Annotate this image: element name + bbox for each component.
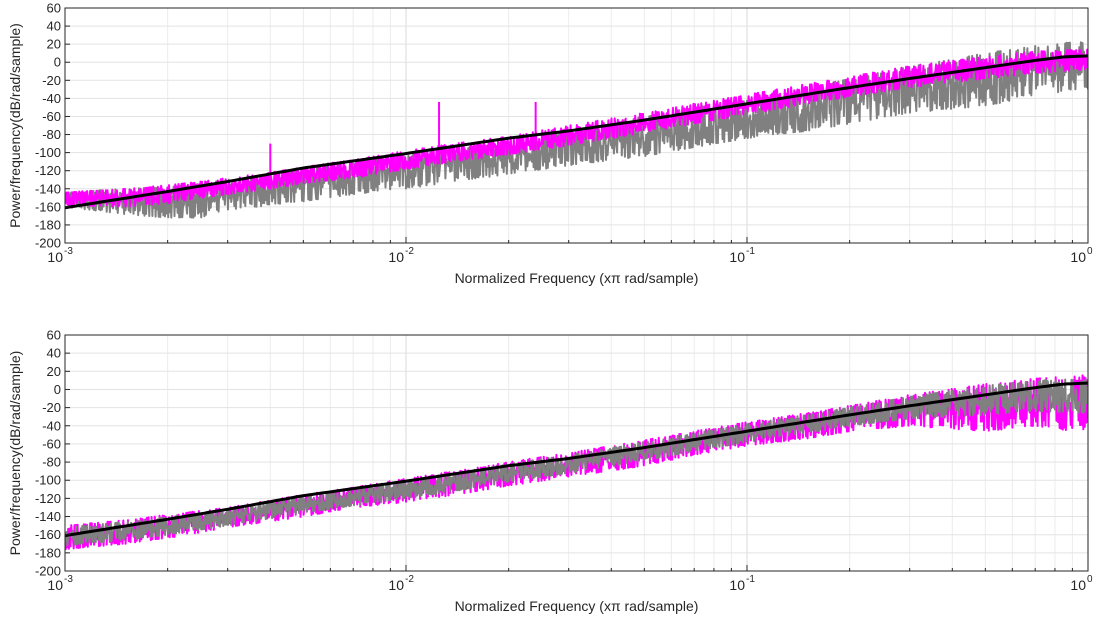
x-tick-label: 10 (1070, 249, 1086, 265)
x-tick-label: 10 (729, 577, 745, 593)
y-tick-label: -140 (35, 181, 61, 196)
y-tick-label: 40 (47, 19, 61, 34)
x-tick-label: 10 (47, 249, 63, 265)
x-tick-label: 10 (388, 249, 404, 265)
x-tick-label: 10 (47, 577, 63, 593)
y-tick-label: -140 (35, 509, 61, 524)
data-layer (65, 41, 1088, 219)
y-tick-label: 20 (47, 364, 61, 379)
x-axis-label: Normalized Frequency (xπ rad/sample) (455, 270, 699, 286)
psd-series-1 (65, 378, 1088, 547)
x-tick-exponent: -1 (746, 574, 755, 585)
psd-panel-bottom: 6040200-20-40-60-80-100-120-140-160-180-… (7, 328, 1093, 615)
y-tick-label: -80 (42, 127, 61, 142)
axes-box (64, 334, 1089, 572)
y-tick-label: -40 (42, 418, 61, 433)
y-tick-label: -180 (35, 217, 61, 232)
x-tick-exponent: 0 (1087, 246, 1093, 257)
y-axis-label: Power/frequency(dB/rad/sample) (7, 351, 23, 556)
y-tick-label: 0 (54, 55, 61, 70)
x-tick-exponent: -3 (64, 574, 73, 585)
x-tick-label: 10 (1070, 577, 1086, 593)
y-tick-label: -100 (35, 473, 61, 488)
x-tick-label: 10 (729, 249, 745, 265)
y-tick-label: -120 (35, 163, 61, 178)
x-tick-exponent: -3 (64, 246, 73, 257)
y-tick-label: 20 (47, 37, 61, 52)
y-tick-label: -60 (42, 436, 61, 451)
y-tick-label: 60 (47, 328, 61, 343)
data-layer (65, 374, 1088, 551)
model-psd-line (65, 54, 1088, 210)
x-axis-label: Normalized Frequency (xπ rad/sample) (455, 598, 699, 614)
y-tick-label: -20 (42, 400, 61, 415)
x-tick-exponent: -1 (746, 246, 755, 257)
y-tick-label: 0 (54, 382, 61, 397)
y-tick-label: 40 (47, 346, 61, 361)
x-tick-label: 10 (388, 577, 404, 593)
y-tick-label: 60 (47, 1, 61, 16)
y-tick-label: -80 (42, 455, 61, 470)
y-tick-label: -180 (35, 545, 61, 560)
y-tick-label: -60 (42, 109, 61, 124)
y-tick-label: -20 (42, 73, 61, 88)
y-tick-label: -120 (35, 491, 61, 506)
y-tick-label: -200 (35, 564, 61, 579)
x-tick-exponent: 0 (1087, 574, 1093, 585)
psd-panel-top: 6040200-20-40-60-80-100-120-140-160-180-… (7, 1, 1093, 287)
model-psd-line (65, 381, 1088, 538)
x-tick-exponent: -2 (405, 246, 414, 257)
y-tick-label: -160 (35, 527, 61, 542)
y-axis-label: Power/frequency(dB/rad/sample) (7, 23, 23, 228)
y-tick-label: -160 (35, 199, 61, 214)
x-tick-exponent: -2 (405, 574, 414, 585)
axes-box (64, 7, 1089, 244)
y-tick-label: -40 (42, 91, 61, 106)
y-tick-label: -200 (35, 236, 61, 251)
y-tick-label: -100 (35, 145, 61, 160)
